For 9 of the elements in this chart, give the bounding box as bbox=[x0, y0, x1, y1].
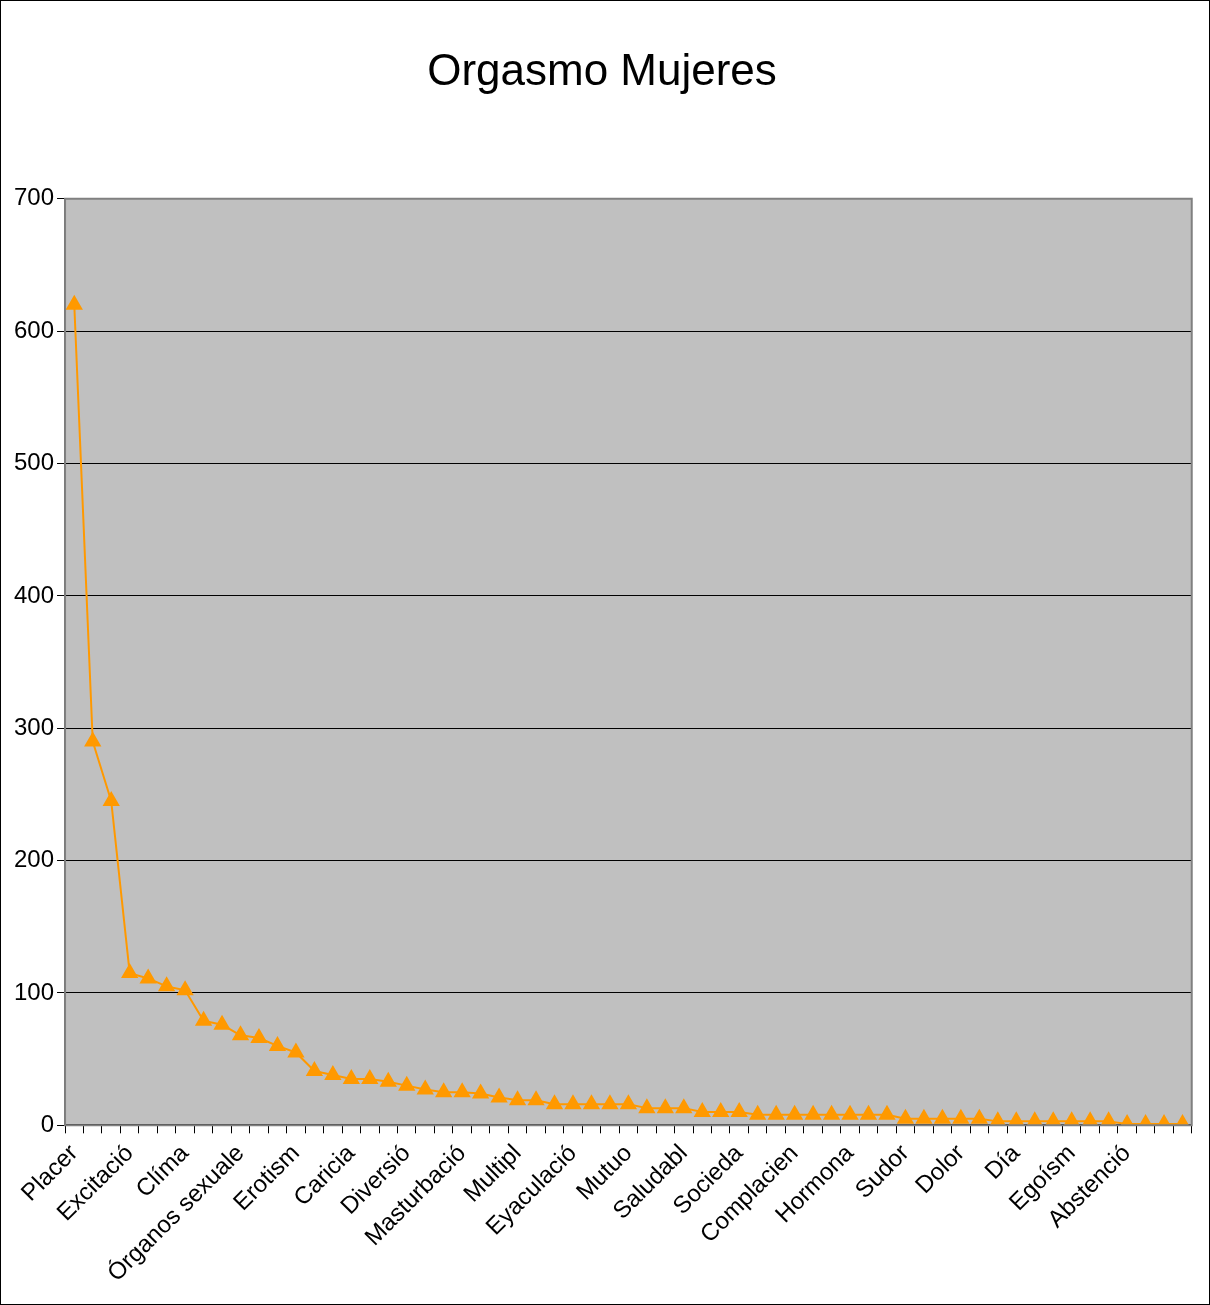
y-tick-label: 700 bbox=[14, 183, 55, 211]
y-tick-label: 500 bbox=[14, 448, 55, 476]
y-tick-label: 100 bbox=[14, 977, 55, 1005]
y-tick-label: 200 bbox=[14, 845, 55, 873]
y-tick-label: 600 bbox=[14, 315, 55, 343]
y-tick-label: 400 bbox=[14, 580, 55, 608]
chart-title: Orgasmo Mujeres bbox=[427, 44, 777, 94]
y-tick-label: 0 bbox=[40, 1109, 55, 1137]
y-tick-label: 300 bbox=[14, 712, 55, 740]
